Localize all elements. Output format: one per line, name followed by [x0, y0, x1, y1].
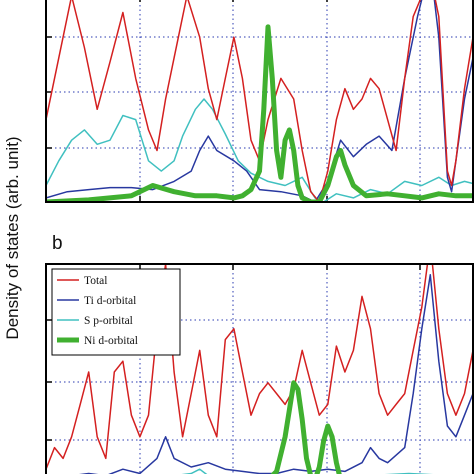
panel-a-series — [46, 0, 473, 202]
panel-b-label: b — [52, 233, 63, 254]
panel-b-frame — [45, 263, 474, 474]
series-line-ni — [46, 24, 473, 202]
legend-label-ti: Ti d-orbital — [84, 295, 136, 307]
y-axis-label: Density of states (arb. unit) — [3, 136, 22, 339]
series-line-ni — [270, 380, 342, 474]
panel-a — [45, 0, 474, 203]
series-line-ti — [78, 274, 473, 474]
legend-label-total: Total — [84, 275, 107, 287]
panel-a-frame — [45, 0, 474, 203]
series-line-total — [46, 264, 473, 470]
series-line-total — [46, 0, 473, 202]
legend-label-ni: Ni d-orbital — [84, 335, 138, 347]
legend: Total Ti d-orbital S p-orbital Ni d-orbital — [51, 268, 181, 356]
panel-b: Total Ti d-orbital S p-orbital Ni d-orbital — [45, 263, 474, 474]
series-line-s — [46, 98, 473, 202]
legend-label-s: S p-orbital — [84, 315, 133, 327]
